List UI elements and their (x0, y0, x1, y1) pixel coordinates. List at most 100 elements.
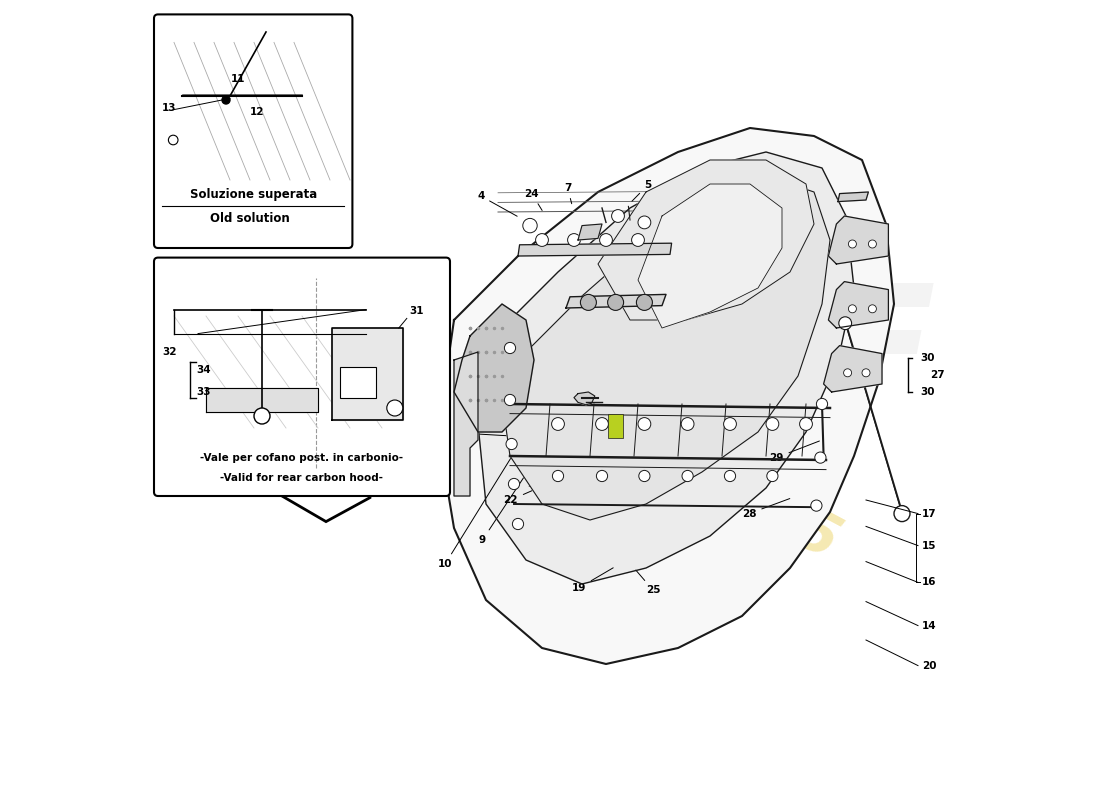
Text: 18: 18 (598, 472, 613, 491)
Polygon shape (824, 346, 882, 392)
Text: 10: 10 (438, 436, 525, 569)
Circle shape (839, 317, 851, 330)
Circle shape (596, 470, 607, 482)
Text: 12: 12 (250, 107, 264, 117)
Polygon shape (502, 176, 830, 520)
Circle shape (222, 96, 230, 104)
Circle shape (254, 408, 270, 424)
Text: 20: 20 (922, 661, 936, 670)
Circle shape (868, 240, 877, 248)
Circle shape (868, 305, 877, 313)
FancyBboxPatch shape (154, 258, 450, 496)
Polygon shape (478, 152, 854, 584)
Text: 32: 32 (162, 347, 176, 357)
Circle shape (811, 500, 822, 511)
Text: 6: 6 (466, 365, 512, 374)
Circle shape (637, 294, 652, 310)
Polygon shape (828, 282, 889, 328)
Polygon shape (638, 184, 782, 328)
Circle shape (844, 369, 851, 377)
Circle shape (600, 234, 613, 246)
Circle shape (682, 470, 693, 482)
Circle shape (551, 418, 564, 430)
Text: 28: 28 (741, 498, 790, 518)
Circle shape (767, 470, 778, 482)
Polygon shape (438, 128, 894, 664)
Text: 15: 15 (922, 541, 936, 550)
Polygon shape (454, 352, 478, 496)
Circle shape (725, 470, 736, 482)
Circle shape (848, 240, 857, 248)
Polygon shape (454, 304, 534, 432)
Text: 3: 3 (576, 303, 595, 315)
Text: Old solution: Old solution (210, 212, 289, 225)
Text: 24: 24 (525, 189, 542, 210)
Circle shape (862, 369, 870, 377)
Circle shape (631, 234, 645, 246)
Text: 4: 4 (477, 191, 517, 216)
Bar (340, 367, 376, 398)
Text: 3: 3 (640, 302, 660, 315)
Circle shape (638, 216, 651, 229)
Text: 26: 26 (528, 470, 559, 489)
Text: 17: 17 (922, 509, 936, 518)
Text: 29: 29 (769, 441, 820, 462)
Circle shape (552, 470, 563, 482)
Text: 33: 33 (197, 387, 211, 397)
Circle shape (522, 218, 537, 233)
Text: 22: 22 (504, 486, 541, 505)
Circle shape (612, 210, 625, 222)
Polygon shape (566, 294, 666, 308)
Text: F: F (821, 278, 935, 442)
Text: 8: 8 (466, 429, 509, 438)
Circle shape (638, 418, 651, 430)
Circle shape (639, 470, 650, 482)
Text: 7: 7 (564, 183, 572, 204)
Text: 14: 14 (922, 621, 936, 630)
Text: 30: 30 (921, 354, 935, 363)
Polygon shape (332, 328, 403, 420)
Text: 25: 25 (636, 570, 660, 595)
Text: 25: 25 (563, 472, 579, 493)
Bar (608, 414, 623, 438)
Text: 31: 31 (409, 306, 424, 316)
Circle shape (536, 234, 549, 246)
Text: 16: 16 (922, 578, 936, 587)
Circle shape (568, 234, 581, 246)
Text: 30: 30 (921, 387, 935, 397)
Polygon shape (282, 476, 374, 522)
Polygon shape (598, 160, 814, 320)
Circle shape (506, 438, 517, 450)
Text: 11: 11 (231, 74, 245, 84)
Circle shape (168, 135, 178, 145)
Text: 34: 34 (197, 366, 211, 375)
Text: 19: 19 (572, 568, 613, 593)
Text: 21: 21 (542, 389, 581, 398)
Circle shape (681, 418, 694, 430)
Text: passione165: passione165 (458, 326, 850, 570)
Text: 1: 1 (466, 394, 507, 403)
Circle shape (505, 342, 516, 354)
Polygon shape (518, 243, 672, 256)
Text: 5: 5 (631, 180, 651, 202)
Circle shape (513, 518, 524, 530)
Circle shape (815, 452, 826, 463)
Circle shape (595, 418, 608, 430)
Circle shape (800, 418, 813, 430)
Circle shape (816, 398, 827, 410)
Circle shape (894, 506, 910, 522)
Text: 2: 2 (618, 302, 636, 315)
Text: 13: 13 (162, 103, 176, 113)
Text: Soluzione superata: Soluzione superata (190, 188, 317, 201)
Text: 27: 27 (930, 370, 945, 380)
Text: -Vale per cofano post. in carbonio-: -Vale per cofano post. in carbonio- (200, 454, 404, 463)
Circle shape (848, 305, 857, 313)
Polygon shape (574, 392, 595, 405)
Text: 9: 9 (478, 428, 557, 545)
Polygon shape (206, 388, 318, 412)
Polygon shape (578, 224, 602, 240)
Polygon shape (828, 216, 889, 264)
Circle shape (508, 478, 519, 490)
Circle shape (766, 418, 779, 430)
Polygon shape (838, 192, 868, 202)
